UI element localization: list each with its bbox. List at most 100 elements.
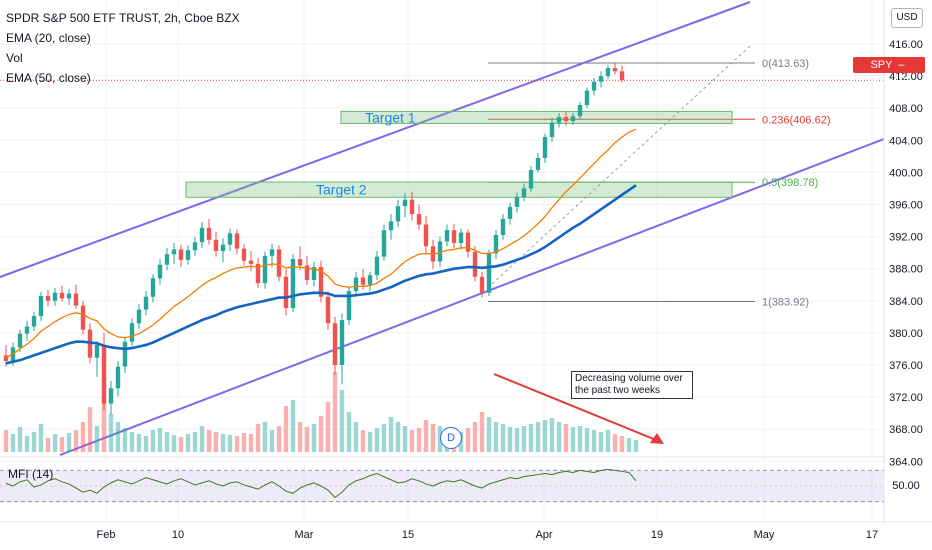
candle-body bbox=[374, 256, 380, 276]
volume-bar bbox=[416, 428, 422, 452]
candle-body bbox=[101, 344, 107, 404]
y-tick-label: 412.00 bbox=[889, 71, 923, 83]
fib-trend-line bbox=[491, 45, 751, 285]
x-tick-label: Feb bbox=[97, 529, 116, 541]
arrow-head bbox=[650, 433, 664, 444]
candle-body bbox=[577, 104, 583, 117]
candle-body bbox=[507, 206, 513, 219]
candle-body bbox=[339, 320, 345, 365]
ema50-line bbox=[5, 184, 637, 365]
fib-level-label: 0.5(398.78) bbox=[762, 177, 818, 189]
candle-body bbox=[423, 224, 429, 247]
candle-body bbox=[465, 232, 471, 252]
volume-bar bbox=[605, 430, 611, 452]
candle-body bbox=[535, 157, 541, 170]
volume-bar bbox=[52, 434, 58, 452]
channel-lower-line bbox=[59, 138, 885, 456]
candle-body bbox=[479, 276, 485, 293]
y-tick-label: 400.00 bbox=[889, 167, 923, 179]
volume-bar bbox=[584, 428, 590, 452]
candle-body bbox=[311, 267, 317, 280]
volume-bar bbox=[248, 434, 254, 452]
candle-body bbox=[248, 260, 254, 264]
candle-body bbox=[570, 116, 576, 122]
candle-body bbox=[416, 214, 422, 225]
legend-vol: Vol bbox=[6, 51, 23, 65]
candlesticks bbox=[3, 63, 625, 415]
volume-bar bbox=[73, 430, 79, 452]
candle-body bbox=[297, 259, 303, 266]
mfi-label: MFI (14) bbox=[8, 467, 54, 481]
candle-body bbox=[234, 233, 240, 249]
candle-body bbox=[255, 263, 261, 284]
candle-body bbox=[59, 292, 65, 299]
candle-body bbox=[549, 122, 555, 138]
volume-bar bbox=[262, 422, 268, 452]
volume-bar bbox=[115, 422, 121, 452]
candle-body bbox=[220, 244, 226, 252]
volume-bar bbox=[528, 424, 534, 452]
volume-bar bbox=[507, 427, 513, 452]
legend-ema20: EMA (20, close) bbox=[6, 31, 91, 45]
chart-legend: SPDR S&P 500 ETF TRUST, 2h, Cboe BZX EMA… bbox=[6, 8, 240, 88]
y-tick-label: 392.00 bbox=[889, 232, 923, 244]
volume-bar bbox=[493, 422, 499, 452]
candle-body bbox=[17, 333, 23, 348]
volume-bar bbox=[143, 436, 149, 452]
candle-body bbox=[437, 241, 443, 262]
candle-body bbox=[367, 275, 373, 285]
candle-body bbox=[157, 264, 163, 279]
volume-bar bbox=[598, 432, 604, 452]
candle-body bbox=[206, 227, 212, 240]
volume-bar bbox=[556, 422, 562, 452]
dividend-marker[interactable]: D bbox=[440, 427, 462, 449]
candle-body bbox=[66, 293, 72, 299]
volume-bar bbox=[129, 432, 135, 452]
candle-body bbox=[514, 197, 520, 207]
volume-bar bbox=[17, 427, 23, 452]
candle-body bbox=[360, 277, 366, 285]
volume-bar bbox=[577, 426, 583, 452]
volume-bar bbox=[283, 406, 289, 452]
volume-bar bbox=[514, 428, 520, 452]
candle-body bbox=[108, 388, 114, 404]
y-tick-label: 380.00 bbox=[889, 328, 923, 340]
volume-bar bbox=[388, 417, 394, 452]
channel-upper-line bbox=[0, 1, 751, 278]
candle-body bbox=[584, 90, 590, 105]
volume-bar bbox=[521, 426, 527, 452]
volume-bar bbox=[633, 440, 639, 452]
volume-bar bbox=[38, 424, 44, 452]
volume-bar bbox=[157, 428, 163, 452]
x-tick-label: Apr bbox=[535, 529, 552, 541]
volume-bar bbox=[402, 426, 408, 452]
volume-bar bbox=[297, 422, 303, 452]
volume-bar bbox=[479, 412, 485, 452]
volume-bar bbox=[395, 422, 401, 452]
volume-bar bbox=[619, 436, 625, 452]
volume-bar bbox=[304, 427, 310, 452]
volume-bar bbox=[591, 430, 597, 452]
volume-bar bbox=[185, 434, 191, 452]
currency-button[interactable]: USD bbox=[891, 8, 923, 28]
candle-body bbox=[290, 259, 296, 309]
candle-body bbox=[556, 117, 562, 123]
candle-body bbox=[332, 323, 338, 365]
legend-ema50: EMA (50, close) bbox=[6, 71, 91, 85]
volume-bar bbox=[276, 426, 282, 452]
volume-bar bbox=[80, 422, 86, 452]
candle-body bbox=[458, 232, 464, 244]
fib-level-label: 1(383.92) bbox=[762, 296, 809, 308]
y-tick-label: 404.00 bbox=[889, 135, 923, 147]
candle-body bbox=[444, 230, 450, 242]
y-tick-label: 384.00 bbox=[889, 296, 923, 308]
candle-body bbox=[38, 295, 44, 317]
candle-body bbox=[262, 255, 268, 284]
volume-bar bbox=[255, 424, 261, 452]
volume-bar bbox=[381, 424, 387, 452]
volume-bar bbox=[45, 438, 51, 452]
fib-level-label: 0(413.63) bbox=[762, 58, 809, 70]
candle-body bbox=[521, 188, 527, 198]
volume-bar bbox=[500, 424, 506, 452]
